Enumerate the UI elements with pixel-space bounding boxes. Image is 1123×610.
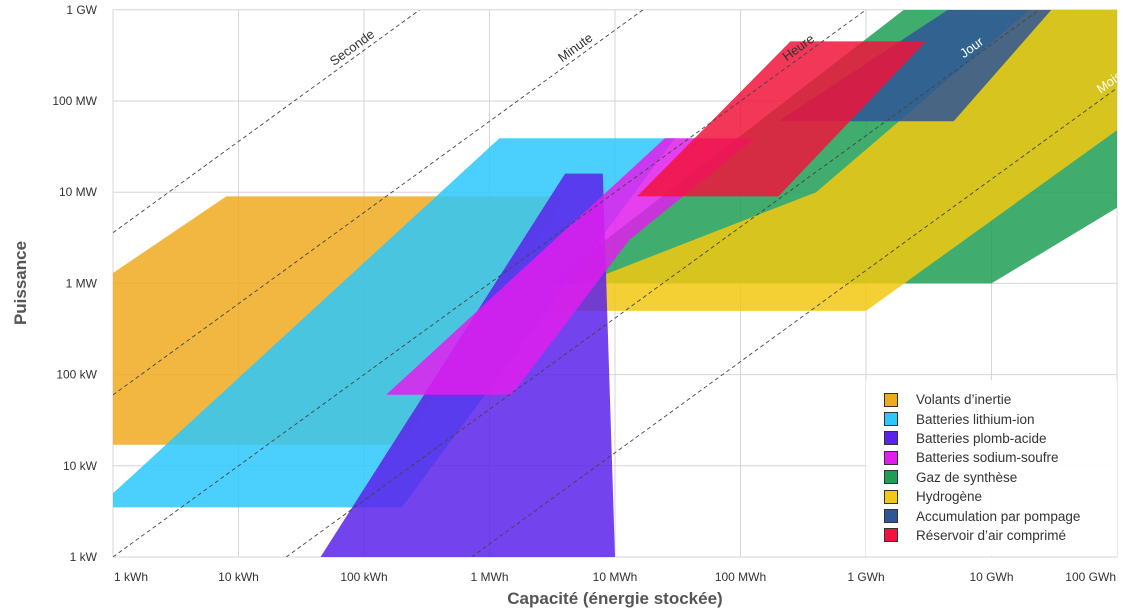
legend-item: Volants d’inertie: [884, 390, 1117, 409]
y-tick-label: 100 kW: [56, 368, 97, 382]
legend-swatch: [884, 528, 898, 543]
legend-label: Accumulation par pompage: [916, 508, 1081, 524]
legend-label: Gaz de synthèse: [916, 469, 1018, 485]
legend-label: Batteries lithium-ion: [916, 411, 1035, 427]
x-tick-label: 1 kWh: [114, 570, 148, 584]
y-tick-label: 1 GW: [66, 3, 97, 17]
technology-regions: [113, 10, 1117, 557]
legend-swatch: [884, 509, 898, 524]
region-batteries-plomb-acide: [113, 173, 615, 557]
y-tick-labels: 1 kW 10 kW 100 kW 1 MW 10 MW 100 MW 1 GW: [52, 3, 97, 564]
region-reservoir-d-air-comprime: [637, 41, 926, 197]
x-axis-title: Capacité (énergie stockée): [507, 589, 722, 608]
legend-swatch: [884, 412, 898, 427]
legend-swatch: [884, 450, 898, 465]
duration-line: [285, 10, 1040, 557]
legend-item: Batteries sodium-soufre: [884, 448, 1117, 467]
legend-swatch: [884, 392, 898, 407]
legend-item: Hydrogène: [884, 487, 1117, 506]
x-tick-label: 100 MWh: [715, 570, 766, 584]
duration-line: [471, 87, 1117, 557]
x-tick-labels: 1 kWh 10 kWh 100 kWh 1 MWh 10 MWh 100 MWh 1 GW…: [114, 570, 1116, 584]
region-batteries-sodium-soufre: [386, 138, 755, 395]
y-tick-label: 1 kW: [70, 550, 98, 564]
legend: Volants d’inertie Batteries lithium-ion Ba…: [866, 380, 1117, 556]
y-tick-label: 10 kW: [63, 459, 98, 473]
legend-label: Volants d’inertie: [916, 392, 1012, 408]
y-tick-label: 10 MW: [59, 185, 98, 199]
duration-line: [113, 10, 867, 557]
legend-label: Batteries plomb-acide: [916, 430, 1047, 446]
legend-item: Réservoir d’air comprimé: [884, 526, 1117, 545]
legend-swatch: [884, 489, 898, 504]
y-axis-title: Puissance: [11, 241, 30, 325]
x-tick-label: 1 MWh: [470, 570, 508, 584]
x-tick-label: 100 kWh: [340, 570, 387, 584]
x-tick-label: 100 GWh: [1065, 570, 1116, 584]
legend-item: Gaz de synthèse: [884, 468, 1117, 487]
legend-label: Hydrogène: [916, 489, 983, 505]
legend-item: Accumulation par pompage: [884, 506, 1117, 525]
duration-lines: [113, 10, 1117, 557]
legend-item: Batteries plomb-acide: [884, 429, 1117, 448]
x-tick-label: 10 GWh: [969, 570, 1013, 584]
x-tick-label: 1 GWh: [847, 570, 884, 584]
x-tick-label: 10 kWh: [218, 570, 259, 584]
legend-swatch: [884, 431, 898, 446]
duration-label: Minute: [555, 30, 595, 65]
x-tick-label: 10 MWh: [593, 570, 638, 584]
y-tick-label: 1 MW: [66, 276, 98, 290]
legend-item: Batteries lithium-ion: [884, 409, 1117, 428]
legend-label: Batteries sodium-soufre: [916, 450, 1059, 466]
duration-line: [113, 10, 420, 234]
duration-label: Seconde: [327, 26, 377, 68]
legend-label: Réservoir d’air comprimé: [916, 527, 1067, 543]
y-tick-label: 100 MW: [52, 94, 97, 108]
legend-swatch: [884, 470, 898, 485]
